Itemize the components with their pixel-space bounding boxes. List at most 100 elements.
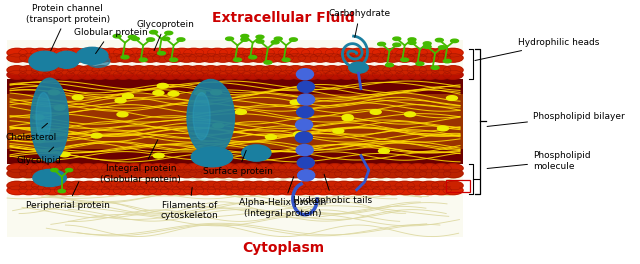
Circle shape — [256, 40, 264, 43]
Circle shape — [7, 164, 27, 173]
Circle shape — [225, 181, 245, 190]
Circle shape — [275, 37, 282, 40]
Circle shape — [419, 181, 439, 190]
Circle shape — [219, 70, 239, 79]
Circle shape — [160, 70, 180, 79]
Circle shape — [289, 38, 298, 41]
Circle shape — [419, 164, 440, 173]
Circle shape — [189, 54, 209, 62]
Circle shape — [419, 70, 440, 79]
Circle shape — [290, 164, 310, 173]
Circle shape — [213, 169, 233, 178]
Circle shape — [358, 169, 378, 178]
Circle shape — [349, 70, 369, 79]
Ellipse shape — [187, 79, 234, 156]
Circle shape — [266, 70, 286, 79]
Circle shape — [42, 164, 63, 173]
Circle shape — [416, 62, 424, 65]
Circle shape — [443, 48, 463, 57]
Circle shape — [301, 48, 322, 57]
Circle shape — [322, 169, 342, 178]
Circle shape — [140, 54, 160, 62]
Circle shape — [290, 186, 310, 195]
Circle shape — [396, 164, 416, 173]
Circle shape — [80, 181, 99, 190]
Circle shape — [7, 48, 27, 57]
Circle shape — [290, 70, 310, 79]
Circle shape — [101, 48, 122, 57]
Text: Filaments of
cytoskeleton: Filaments of cytoskeleton — [161, 187, 218, 220]
Circle shape — [358, 66, 378, 74]
Circle shape — [157, 83, 168, 88]
Circle shape — [68, 66, 87, 74]
FancyBboxPatch shape — [7, 40, 463, 237]
Circle shape — [431, 66, 439, 69]
Ellipse shape — [29, 51, 61, 71]
Circle shape — [255, 48, 275, 57]
Circle shape — [378, 149, 389, 153]
Circle shape — [250, 181, 269, 190]
Circle shape — [44, 54, 63, 62]
Circle shape — [225, 66, 245, 74]
Circle shape — [164, 66, 184, 74]
Circle shape — [80, 66, 99, 74]
Text: Phospholipid bilayer: Phospholipid bilayer — [487, 112, 625, 126]
Circle shape — [201, 181, 221, 190]
Circle shape — [162, 37, 170, 40]
Circle shape — [438, 46, 446, 49]
Circle shape — [298, 54, 317, 62]
Circle shape — [77, 48, 98, 57]
Circle shape — [378, 42, 385, 46]
Circle shape — [104, 181, 124, 190]
Circle shape — [92, 54, 111, 62]
Circle shape — [113, 48, 133, 57]
Circle shape — [278, 186, 298, 195]
Circle shape — [19, 164, 39, 173]
Circle shape — [172, 48, 192, 57]
Circle shape — [54, 48, 74, 57]
Circle shape — [90, 186, 109, 195]
Circle shape — [443, 70, 463, 79]
Circle shape — [372, 164, 392, 173]
FancyBboxPatch shape — [7, 79, 463, 94]
Circle shape — [164, 181, 184, 190]
Circle shape — [294, 132, 305, 136]
Circle shape — [207, 48, 227, 57]
Circle shape — [91, 133, 102, 138]
Circle shape — [128, 54, 148, 62]
Circle shape — [231, 70, 251, 79]
Circle shape — [140, 58, 147, 62]
Circle shape — [262, 181, 281, 190]
Circle shape — [310, 54, 330, 62]
Circle shape — [419, 169, 439, 178]
Text: Glycoprotein: Glycoprotein — [136, 20, 194, 51]
Circle shape — [342, 116, 353, 121]
Circle shape — [177, 38, 185, 41]
Circle shape — [34, 138, 45, 143]
Circle shape — [101, 70, 122, 79]
Circle shape — [349, 48, 369, 57]
Ellipse shape — [298, 170, 315, 181]
Circle shape — [419, 54, 439, 62]
Circle shape — [371, 181, 390, 190]
Circle shape — [396, 186, 416, 195]
Circle shape — [54, 106, 65, 110]
Circle shape — [393, 43, 401, 46]
Circle shape — [278, 164, 298, 173]
Circle shape — [278, 48, 298, 57]
Circle shape — [207, 70, 227, 79]
Circle shape — [286, 169, 305, 178]
Circle shape — [274, 66, 293, 74]
Circle shape — [322, 54, 342, 62]
Circle shape — [68, 169, 87, 178]
Circle shape — [104, 66, 124, 74]
Circle shape — [31, 54, 51, 62]
Circle shape — [104, 169, 124, 178]
Circle shape — [266, 164, 286, 173]
Circle shape — [7, 181, 27, 190]
Circle shape — [451, 39, 458, 43]
Ellipse shape — [349, 62, 368, 73]
Circle shape — [90, 48, 109, 57]
Circle shape — [249, 55, 257, 59]
Circle shape — [113, 34, 121, 38]
